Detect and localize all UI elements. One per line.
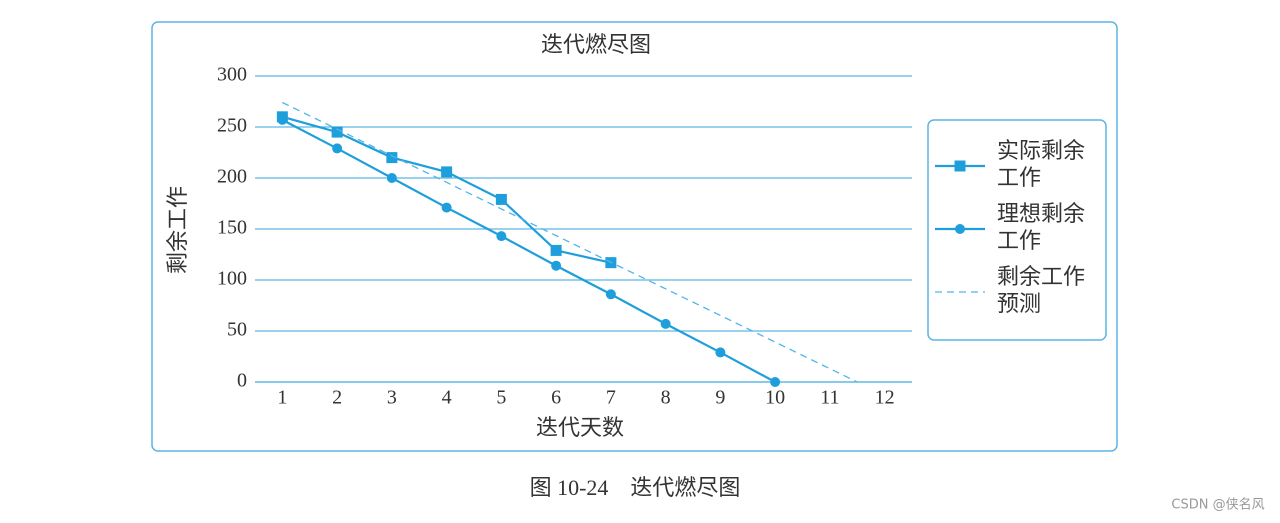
data-point (495, 193, 507, 205)
x-tick-label: 7 (606, 387, 616, 409)
x-tick-label: 3 (387, 387, 397, 409)
data-point (386, 152, 398, 164)
data-point (660, 318, 671, 329)
data-point (441, 202, 452, 213)
legend-marker (954, 160, 966, 172)
watermark: CSDN @侠名风 (1171, 497, 1264, 513)
data-point (496, 231, 507, 242)
legend-label: 理想剩余工作 (997, 201, 1085, 253)
x-tick-label: 5 (496, 387, 506, 409)
data-point (770, 377, 781, 387)
y-tick-label: 300 (217, 64, 247, 86)
x-tick-label: 6 (551, 387, 561, 409)
series-line (281, 118, 776, 383)
y-tick-label: 250 (217, 115, 247, 137)
y-tick-label: 100 (217, 268, 247, 290)
data-point (331, 126, 343, 138)
y-tick-label: 0 (237, 370, 247, 392)
data-point (715, 347, 726, 358)
data-point (386, 173, 397, 183)
x-tick-label: 10 (765, 387, 785, 409)
x-axis-label: 迭代天数 (536, 415, 624, 440)
legend-label: 实际剩余工作 (997, 138, 1085, 190)
data-point (332, 143, 343, 154)
figure-caption: 图 10-24 迭代燃尽图 (530, 475, 741, 500)
x-tick-label: 8 (661, 387, 671, 409)
x-tick-label: 4 (442, 387, 452, 409)
x-tick-label: 2 (332, 387, 342, 409)
legend-box (927, 119, 1107, 341)
y-axis-label: 剩余工作 (165, 186, 190, 274)
series-line (282, 115, 612, 264)
x-tick-label: 11 (820, 387, 839, 409)
data-point (277, 114, 288, 125)
x-tick-label: 12 (875, 387, 895, 409)
x-tick-label: 9 (715, 387, 725, 409)
data-point (550, 244, 562, 256)
legend-marker (955, 224, 965, 234)
y-tick-label: 200 (217, 166, 247, 188)
y-tick-label: 150 (217, 217, 247, 239)
x-tick-label: 1 (277, 387, 287, 409)
data-point (551, 260, 562, 271)
series-line (282, 101, 858, 383)
data-point (605, 289, 616, 300)
y-tick-label: 50 (227, 319, 247, 341)
legend-label: 剩余工作预测 (997, 264, 1085, 316)
chart-frame (151, 21, 1118, 452)
chart-title: 迭代燃尽图 (541, 32, 651, 57)
data-point (441, 166, 453, 178)
